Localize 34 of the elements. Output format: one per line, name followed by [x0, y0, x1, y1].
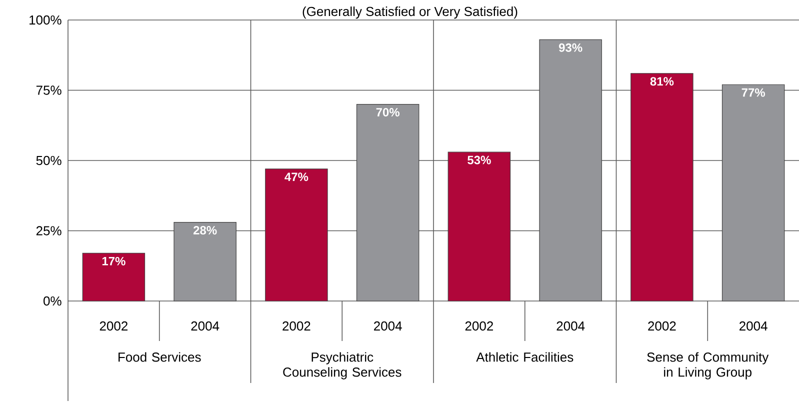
bar — [722, 84, 785, 302]
x-tick-label: 2004 — [740, 321, 768, 331]
data-label: 70% — [376, 108, 400, 116]
bar — [174, 222, 236, 302]
bar — [448, 152, 511, 302]
x-tick-label: 2004 — [374, 321, 402, 331]
data-label: 77% — [742, 88, 765, 97]
x-tick-label: 2002 — [282, 321, 310, 331]
data-label: 17% — [102, 256, 126, 266]
y-tick-label: 0% — [44, 296, 62, 306]
bar — [630, 73, 694, 302]
x-tick-label: 2004 — [191, 321, 220, 331]
data-label: 47% — [284, 172, 308, 182]
data-label: 28% — [193, 226, 217, 235]
bar — [356, 104, 420, 302]
bar — [539, 39, 602, 302]
x-tick-label: 2002 — [648, 321, 676, 331]
chart-title: (Generally Satisfied or Very Satisfied) — [302, 6, 518, 19]
y-tick-label: 100% — [30, 15, 62, 25]
data-label: 81% — [650, 77, 674, 86]
y-tick-label: 75% — [36, 86, 62, 95]
text: Psychiatric Counseling Services — [283, 352, 402, 380]
text: Food Services — [118, 352, 201, 362]
x-tick-label: 2004 — [556, 321, 585, 331]
x-tick-label: 2002 — [100, 321, 128, 331]
data-label: 93% — [558, 43, 582, 52]
text: Sense of Community in Living Group — [647, 352, 769, 380]
y-tick-label: 50% — [36, 156, 62, 166]
text: Athletic Facilities — [476, 352, 574, 362]
bar — [265, 168, 328, 302]
data-label: 53% — [468, 156, 491, 164]
y-tick-label: 25% — [36, 226, 62, 236]
x-tick-label: 2002 — [465, 321, 493, 331]
bar — [82, 252, 146, 302]
